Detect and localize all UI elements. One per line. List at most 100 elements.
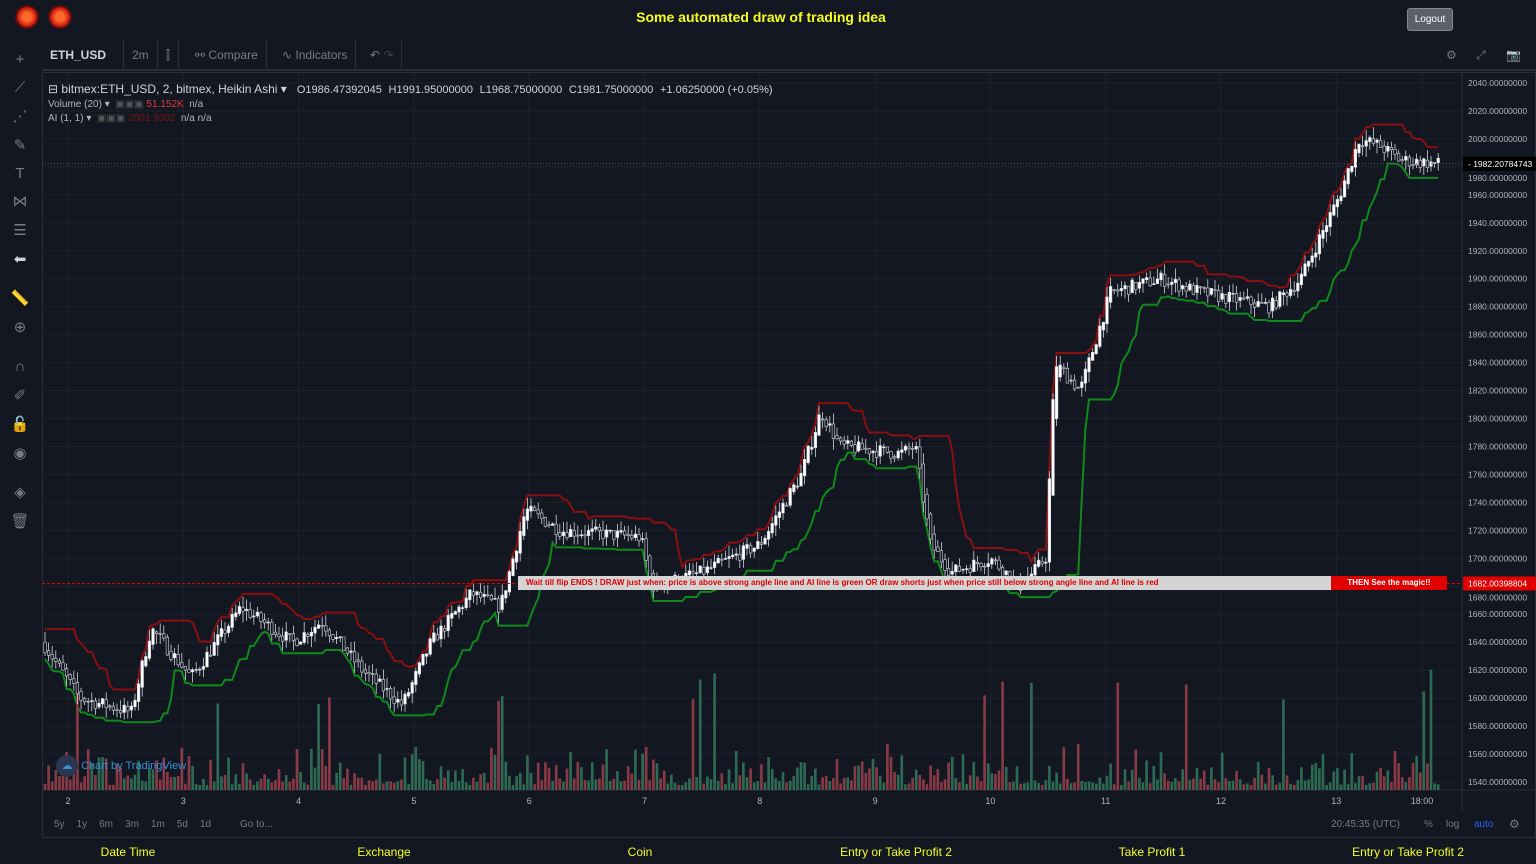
settings-icon[interactable]: ⚙ bbox=[1446, 48, 1457, 62]
volume-bar bbox=[158, 779, 162, 790]
volume-na: n/a bbox=[189, 99, 204, 110]
volume-bar bbox=[565, 768, 569, 790]
volume-bar bbox=[263, 774, 266, 790]
candle bbox=[1397, 152, 1401, 162]
volume-bar bbox=[1253, 777, 1256, 790]
volume-bar bbox=[587, 780, 590, 790]
volume-bar bbox=[342, 778, 346, 790]
volume-bar bbox=[137, 760, 140, 790]
candle bbox=[892, 456, 897, 459]
fib-icon[interactable]: ⋰ bbox=[12, 108, 28, 125]
percent-toggle[interactable]: % bbox=[1424, 819, 1433, 830]
volume-bar bbox=[403, 757, 407, 790]
eye-icon[interactable]: ◉ bbox=[13, 445, 27, 462]
volume-bar bbox=[428, 780, 432, 790]
volume-bar bbox=[580, 767, 583, 790]
last-price-tag bbox=[1463, 156, 1536, 171]
settings-icon[interactable]: ⚙ bbox=[1509, 817, 1520, 831]
prediction-icon[interactable]: ☰ bbox=[13, 222, 27, 239]
candle bbox=[1055, 366, 1059, 419]
undo-button[interactable]: ↶ ↷ bbox=[362, 40, 403, 71]
lock-icon[interactable]: 🔓 bbox=[10, 416, 30, 433]
volume-bar bbox=[940, 781, 943, 790]
tradingview-watermark[interactable]: ☁ Chart by TradingView bbox=[56, 755, 186, 777]
series-title[interactable]: bitmex:ETH_USD, 2, bitmex, Heikin Ashi bbox=[61, 82, 278, 96]
crosshair-icon[interactable]: + bbox=[15, 51, 25, 68]
redo-button[interactable]: ↷ bbox=[383, 48, 394, 62]
logout-button[interactable]: Logout bbox=[1407, 8, 1453, 31]
candle bbox=[1361, 145, 1365, 148]
time-tick-label: 5 bbox=[411, 796, 416, 806]
candle bbox=[68, 674, 72, 680]
interval-button[interactable]: 2m bbox=[124, 40, 158, 71]
bottom-toolbar: 5y 1y 6m 3m 1m 5d 1d Go to... 20:45:35 (UTC) %… bbox=[42, 812, 1536, 838]
volume-bar bbox=[1177, 781, 1181, 790]
candle bbox=[878, 445, 882, 457]
volume-bar bbox=[115, 764, 119, 790]
candle bbox=[381, 679, 386, 692]
range-5y[interactable]: 5y bbox=[54, 819, 65, 830]
ai-indicator-label[interactable]: AI (1, 1) bbox=[48, 113, 84, 124]
back-arrow-icon[interactable]: ⬅ bbox=[13, 251, 27, 268]
trend-line-icon[interactable]: ⟋ bbox=[14, 79, 26, 96]
trash-icon[interactable]: 🗑 bbox=[10, 513, 30, 530]
volume-bar bbox=[637, 779, 641, 790]
brush-icon[interactable]: ✎ bbox=[13, 137, 27, 154]
text-icon[interactable]: T bbox=[15, 165, 25, 182]
symbol-button[interactable]: ETH_USD bbox=[42, 40, 124, 71]
range-6m[interactable]: 6m bbox=[99, 819, 114, 830]
camera-icon[interactable]: 📷 bbox=[1506, 48, 1521, 62]
volume-bar bbox=[1156, 779, 1159, 790]
compare-button[interactable]: ⚯ Compare bbox=[187, 40, 267, 71]
log-toggle[interactable]: log bbox=[1446, 819, 1460, 830]
volume-bar bbox=[734, 750, 738, 790]
candle bbox=[414, 670, 418, 685]
candle bbox=[936, 546, 940, 552]
chart-type-icon[interactable]: ⫿ bbox=[158, 40, 179, 71]
ruler-icon[interactable]: 📏 bbox=[10, 290, 30, 307]
candle bbox=[334, 636, 339, 639]
range-1d[interactable]: 1d bbox=[199, 819, 212, 830]
collapse-icon[interactable]: ⊟ bbox=[48, 82, 62, 96]
time-tick-label: 4 bbox=[296, 796, 301, 806]
volume-bar bbox=[454, 770, 457, 790]
volume-bar bbox=[626, 766, 630, 790]
volume-bar bbox=[691, 699, 695, 790]
layers-icon[interactable]: ◈ bbox=[14, 484, 26, 501]
zoom-icon[interactable]: ⊕ bbox=[13, 319, 27, 336]
range-1m[interactable]: 1m bbox=[150, 819, 165, 830]
range-1y[interactable]: 1y bbox=[76, 819, 88, 830]
candle bbox=[1040, 561, 1044, 565]
candle bbox=[245, 608, 249, 611]
candle bbox=[511, 558, 515, 576]
volume-bar bbox=[994, 774, 997, 790]
indicators-button[interactable]: ∿ Indicators bbox=[274, 40, 357, 71]
range-3m[interactable]: 3m bbox=[125, 819, 139, 830]
candle bbox=[1389, 146, 1393, 151]
volume-bar bbox=[562, 781, 565, 790]
ai-na: n/a bbox=[180, 113, 195, 124]
volume-bar bbox=[911, 777, 914, 790]
candle bbox=[1163, 274, 1167, 287]
candle bbox=[165, 636, 170, 656]
volume-bar bbox=[1091, 782, 1094, 790]
time-tick-label: 11 bbox=[1101, 796, 1110, 806]
volume-indicator-label[interactable]: Volume (20) bbox=[48, 99, 102, 110]
range-5d[interactable]: 5d bbox=[176, 819, 188, 830]
volume-bar bbox=[1296, 780, 1300, 790]
lock-drawing-icon[interactable]: ✐ bbox=[13, 387, 27, 404]
fullscreen-icon[interactable]: ⤢ bbox=[1476, 48, 1486, 62]
candle bbox=[1166, 283, 1170, 286]
auto-toggle[interactable]: auto bbox=[1474, 819, 1494, 830]
low-value: L1968.75000000 bbox=[479, 84, 563, 96]
magnet-icon[interactable]: ∩ bbox=[14, 358, 26, 375]
goto-button[interactable]: Go to... bbox=[240, 819, 273, 830]
candle bbox=[1170, 281, 1174, 285]
candle bbox=[173, 653, 177, 659]
candle bbox=[266, 621, 270, 624]
open-value: O1986.47392045 bbox=[296, 84, 382, 96]
candle bbox=[982, 565, 987, 568]
pattern-icon[interactable]: ⋈ bbox=[12, 193, 28, 210]
chart-toolbar: ETH_USD 2m ⫿ ⚯ Compare ∿ Indicators ↶ ↷ … bbox=[42, 40, 1536, 71]
